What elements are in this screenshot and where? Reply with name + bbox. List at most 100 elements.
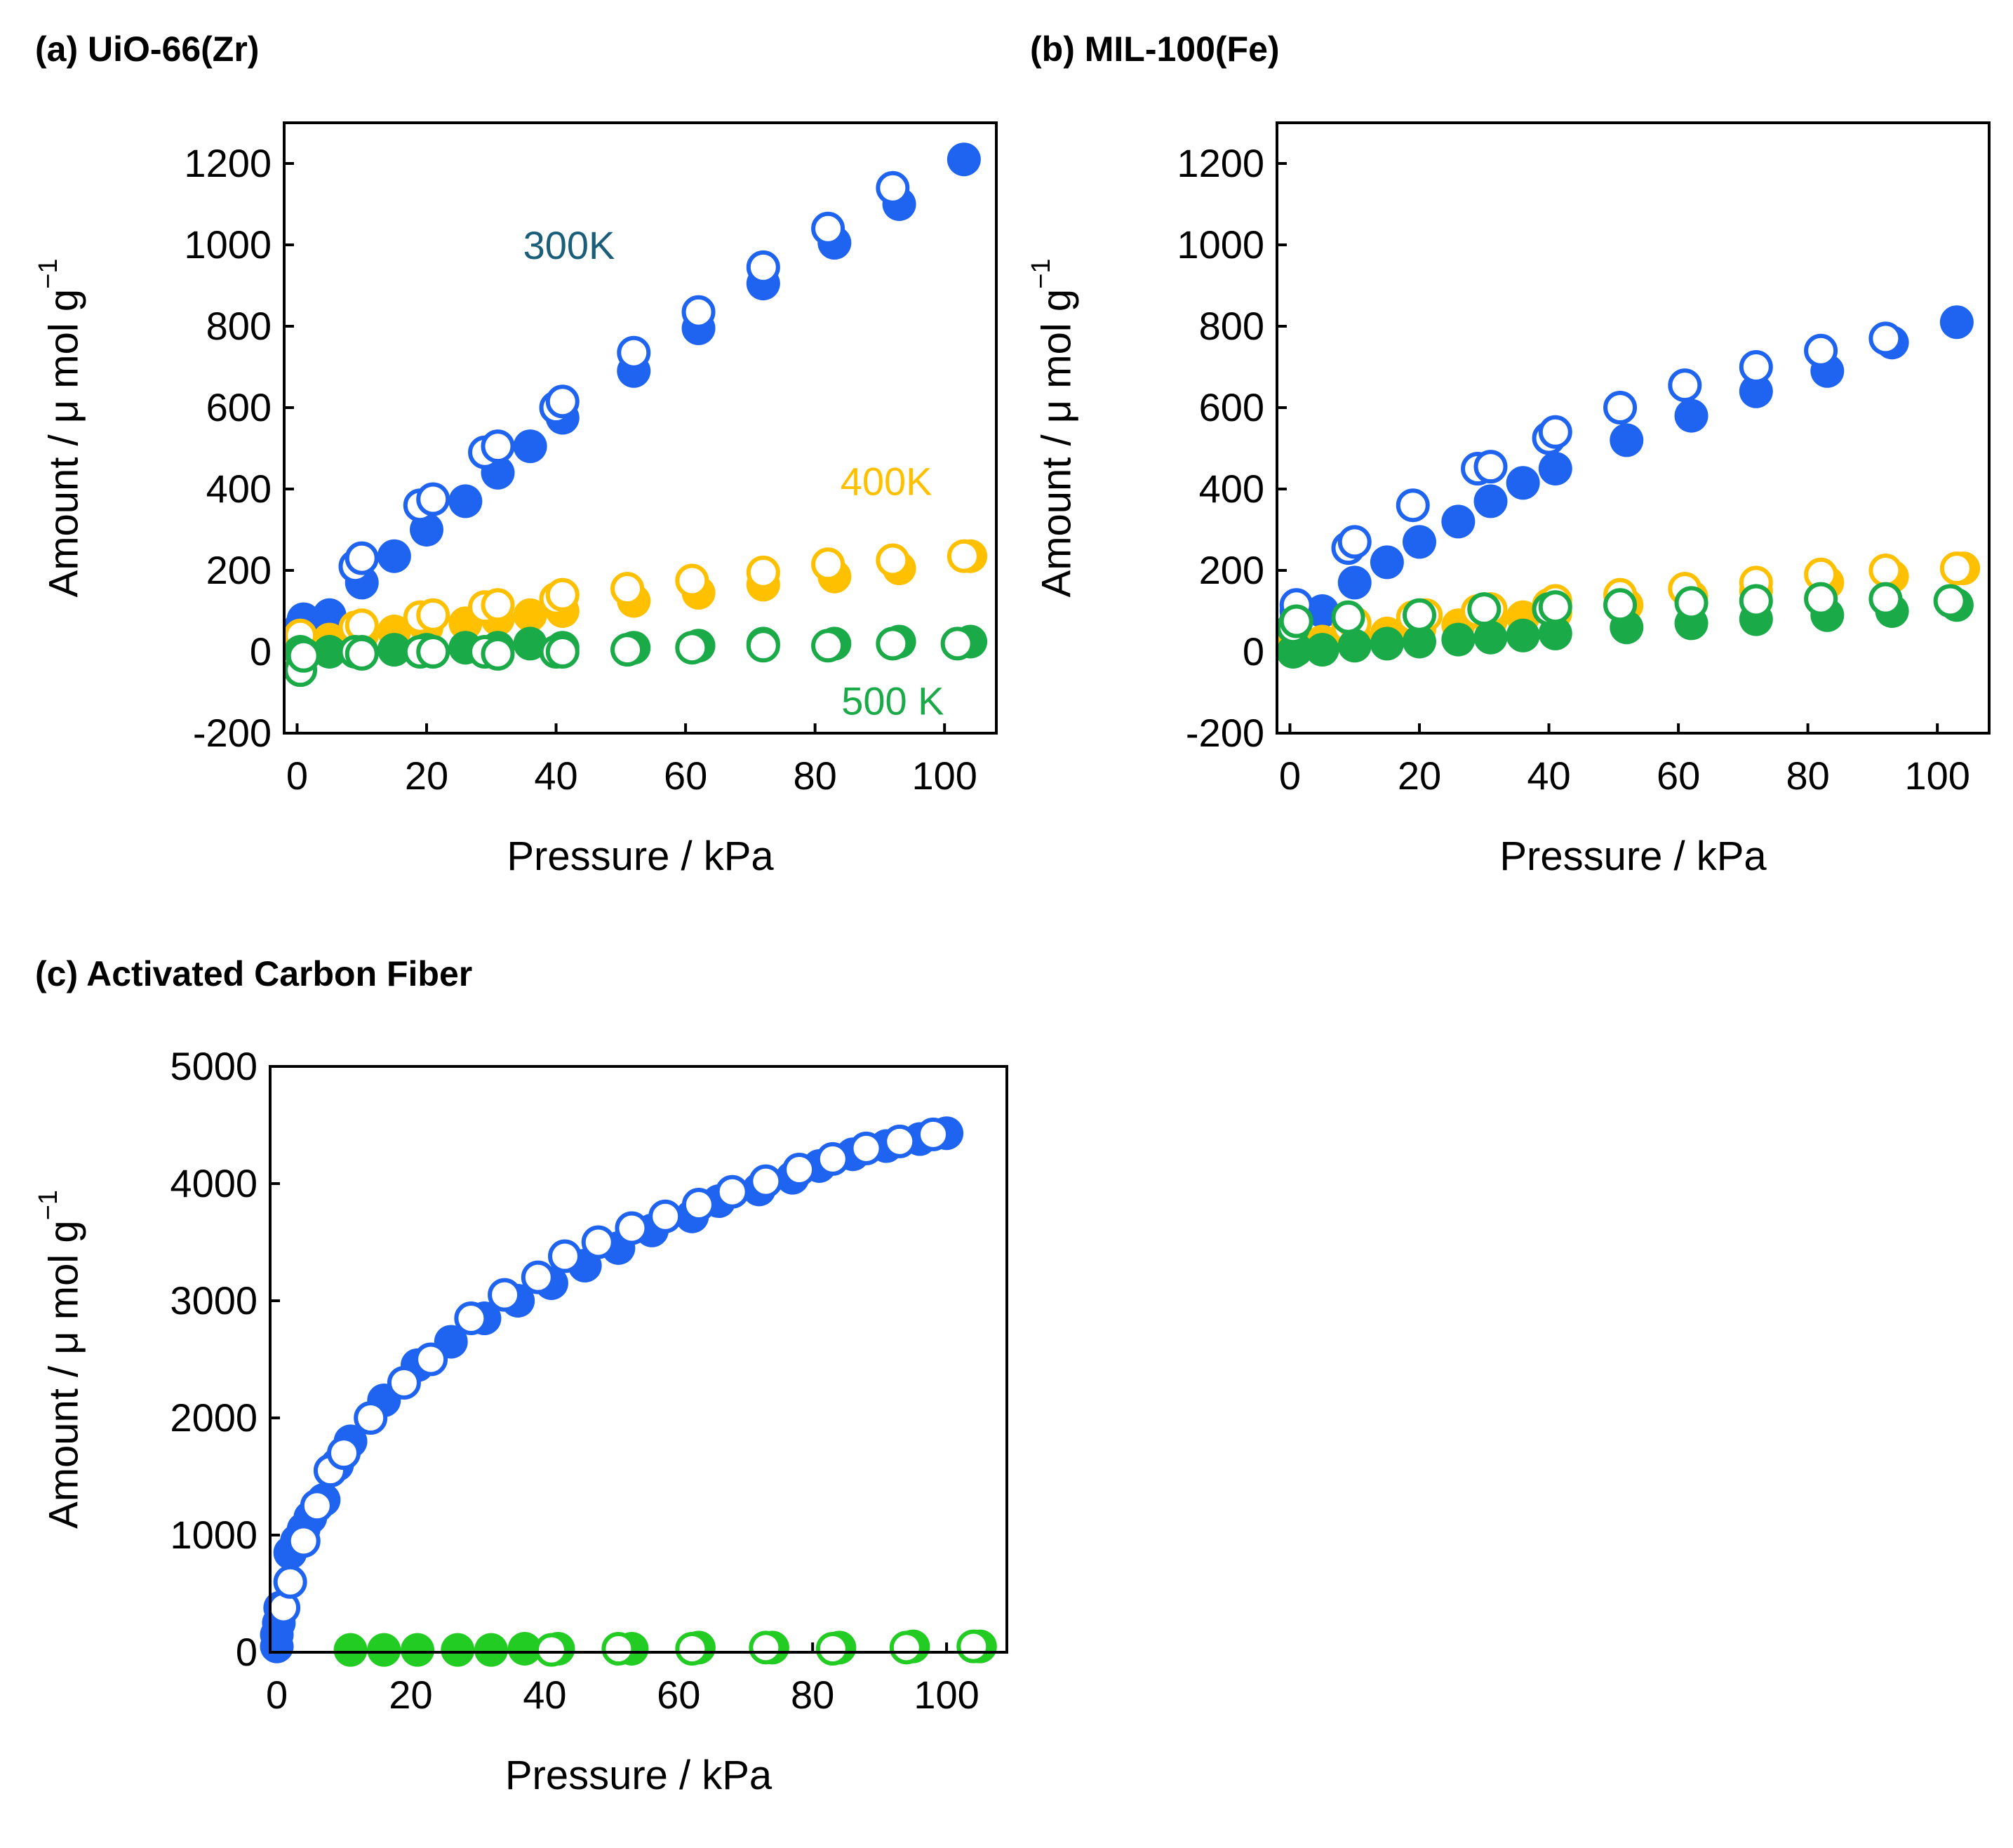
data-point	[345, 636, 379, 671]
data-point	[1668, 368, 1702, 403]
data-point	[507, 1631, 542, 1666]
panel-c-plot: 0 1000 2000 3000 4000 5000 0 20 40 60 80 100 Pressur…	[34, 1044, 1008, 1798]
data-point	[454, 1301, 488, 1336]
data-point	[876, 543, 910, 577]
data-point	[617, 335, 651, 370]
data-point	[1473, 484, 1508, 518]
y-tick-label: 800	[206, 304, 272, 348]
data-point	[746, 250, 780, 284]
data-point	[416, 635, 450, 669]
data-point	[1933, 584, 1967, 618]
data-point	[1337, 629, 1372, 663]
y-tick-label: 400	[1199, 467, 1264, 511]
data-point	[1538, 415, 1572, 449]
plot-frame	[283, 121, 998, 735]
data-point	[1305, 633, 1339, 667]
y-tick-label: -200	[1186, 711, 1264, 755]
data-point	[416, 598, 450, 632]
y-tick-label: 3000	[170, 1278, 258, 1323]
data-point	[1403, 624, 1436, 659]
y-axis-title-superscript: −1	[34, 1190, 63, 1220]
data-point	[1337, 525, 1372, 559]
data-point	[441, 1633, 475, 1667]
x-tick-label: 40	[534, 754, 577, 798]
y-tick-label: 800	[1199, 304, 1264, 348]
data-point	[1804, 333, 1838, 368]
data-point	[1305, 594, 1339, 628]
plot-frame	[269, 1065, 1008, 1654]
data-point	[416, 482, 450, 516]
data-point	[354, 1401, 388, 1435]
data-point	[1331, 600, 1365, 634]
data-point	[312, 635, 347, 669]
panel-a-title: (a) UiO-66(Zr)	[35, 29, 259, 69]
y-tick-label: 1000	[170, 1513, 258, 1557]
data-point	[1337, 565, 1372, 600]
y-tick-label: 1000	[1177, 222, 1264, 267]
data-point	[367, 1633, 401, 1667]
x-tick-label: 80	[793, 754, 836, 798]
data-point	[521, 1260, 555, 1294]
y-tick-label: 4000	[170, 1161, 258, 1205]
y-axis-title: Amount / μ mol g−1	[34, 259, 86, 598]
y-tick-label: 600	[206, 385, 272, 429]
x-tick-label: 20	[405, 754, 448, 798]
x-tick-label: 60	[664, 754, 707, 798]
data-point	[1441, 504, 1476, 539]
data-point	[1868, 554, 1903, 587]
data-point	[414, 1342, 448, 1377]
data-point	[1441, 622, 1476, 657]
y-axis-title-superscript: −1	[34, 259, 63, 289]
x-tick-label: 80	[1786, 754, 1829, 798]
data-point	[333, 1633, 368, 1667]
y-tick-label: 1200	[1177, 141, 1264, 185]
x-tick-label: 0	[266, 1673, 288, 1717]
x-tick-label: 40	[1527, 754, 1570, 798]
y-axis-title: Amount / μ mol g−1	[1026, 259, 1079, 598]
data-point	[615, 1211, 649, 1245]
panel-b-plot: -200 0 200 400 600 800 1000 1200 0 20 40 60 80 100 Pre…	[1026, 121, 1991, 879]
data-point	[889, 1631, 923, 1665]
series-500k-desorption	[534, 1629, 991, 1667]
series-300k-adsorption	[1276, 305, 1974, 645]
data-point	[648, 1199, 683, 1233]
y-tick-label: 400	[206, 467, 272, 511]
x-tick-label: 0	[1279, 754, 1301, 798]
data-point	[545, 577, 580, 612]
data-point	[746, 555, 780, 589]
y-tick-label: 5000	[170, 1044, 258, 1088]
x-tick-label: 100	[911, 754, 977, 798]
data-point	[481, 588, 515, 622]
data-point	[947, 539, 981, 573]
x-tick-label: 80	[791, 1673, 834, 1717]
data-point	[601, 1631, 636, 1666]
data-point	[876, 627, 910, 661]
data-point	[1674, 586, 1708, 620]
data-point	[387, 1365, 421, 1400]
data-point	[312, 598, 347, 632]
x-tick-label: 100	[914, 1673, 979, 1717]
annotation-label: 300K	[523, 223, 615, 267]
y-tick-label: 0	[1243, 629, 1264, 674]
data-point	[1538, 590, 1572, 624]
y-tick-label: 200	[1199, 548, 1264, 592]
data-point	[811, 629, 845, 663]
data-point	[488, 1278, 522, 1312]
data-point	[534, 1633, 568, 1667]
annotation-label: 500 K	[841, 679, 944, 723]
data-point	[1868, 582, 1903, 616]
y-tick-label: 2000	[170, 1395, 258, 1440]
x-tick-label: 20	[1398, 754, 1441, 798]
data-point	[1467, 592, 1502, 627]
data-point	[513, 598, 547, 632]
data-point	[513, 627, 547, 661]
data-point	[876, 170, 910, 205]
y-axis-title-superscript: −1	[1026, 259, 1056, 289]
data-point	[286, 638, 321, 673]
data-point	[377, 539, 411, 573]
x-axis-title: Pressure / kPa	[507, 833, 774, 879]
data-point	[947, 142, 981, 177]
data-point	[1939, 305, 1974, 340]
data-point	[681, 295, 716, 329]
data-point	[849, 1131, 883, 1165]
